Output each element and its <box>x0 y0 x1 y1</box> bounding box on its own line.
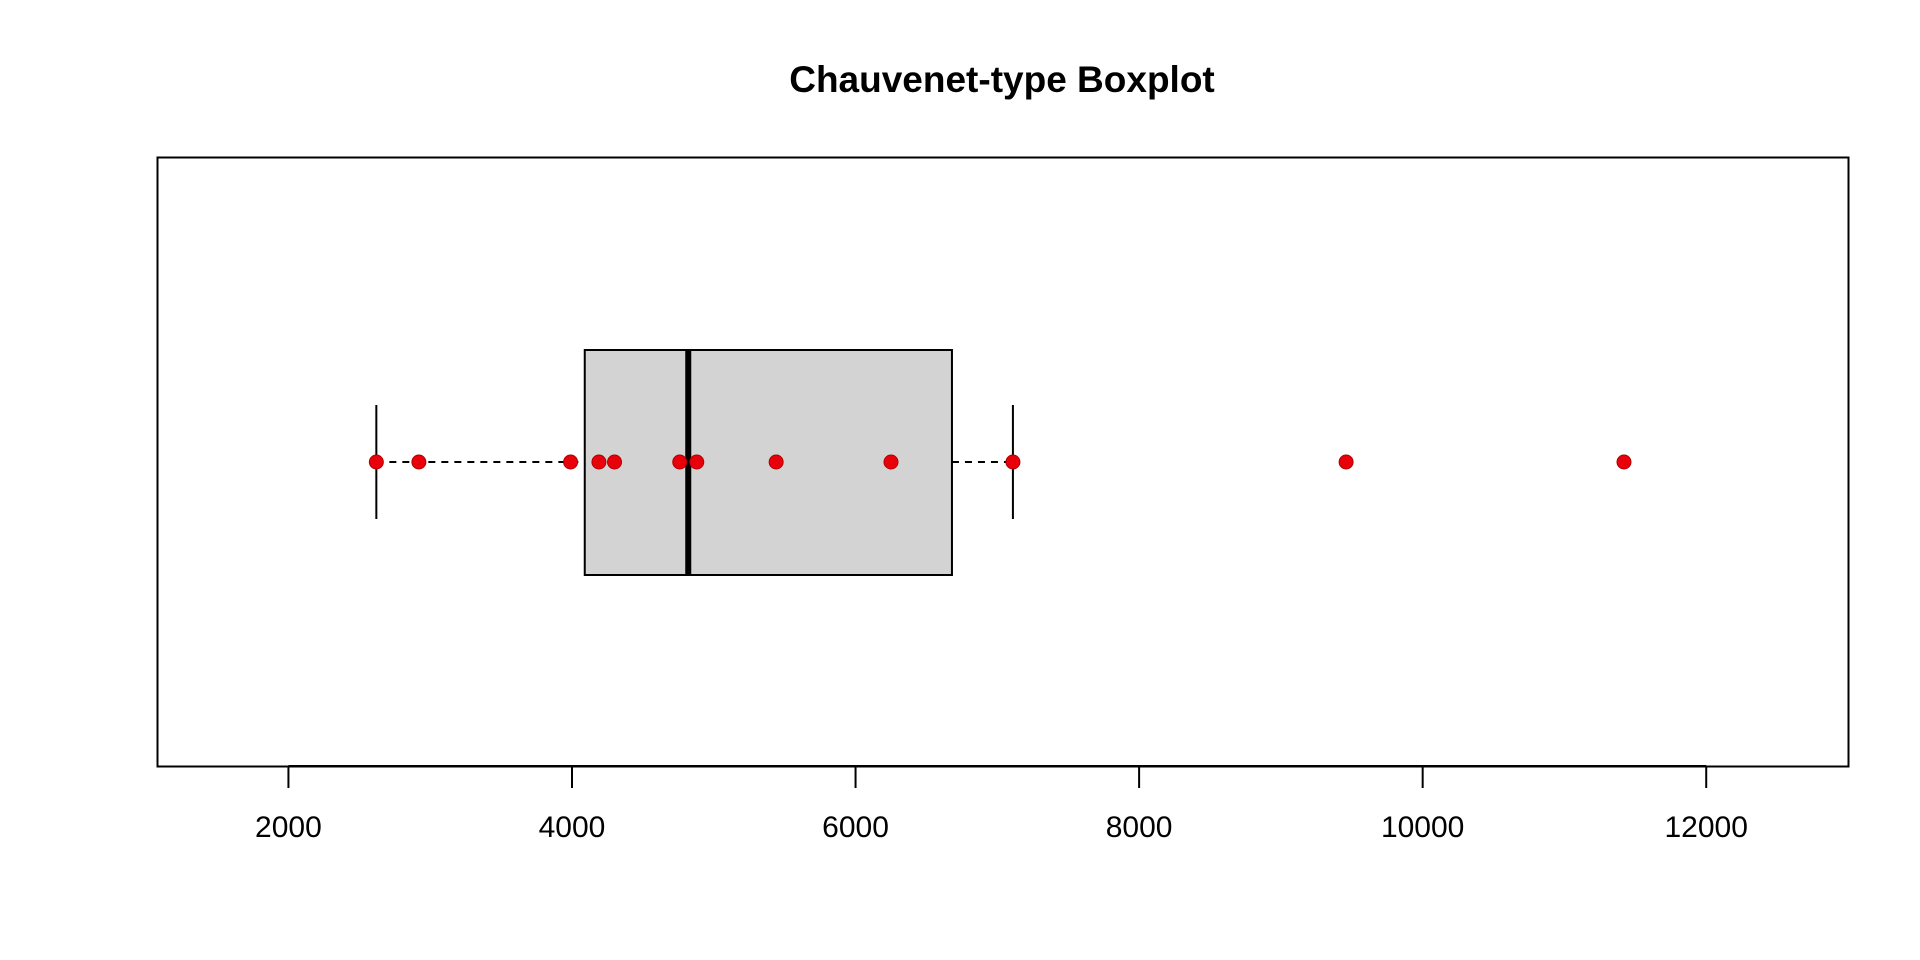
data-point <box>591 454 607 470</box>
x-tick-label: 2000 <box>255 811 322 844</box>
x-tick-label: 10000 <box>1381 811 1464 844</box>
data-point <box>607 454 623 470</box>
data-point <box>768 454 784 470</box>
x-tick-label: 4000 <box>539 811 606 844</box>
plot-frame <box>156 156 1850 768</box>
data-points <box>368 454 1632 470</box>
data-point <box>883 454 899 470</box>
data-point <box>672 454 688 470</box>
chart-title: Chauvenet-type Boxplot <box>789 59 1215 100</box>
x-tick-label: 12000 <box>1665 811 1748 844</box>
data-point <box>1005 454 1021 470</box>
data-point <box>1338 454 1354 470</box>
data-point <box>368 454 384 470</box>
data-point <box>689 454 705 470</box>
data-point <box>411 454 427 470</box>
x-axis: 2000 4000 6000 8000 10000 12000 <box>255 765 1748 844</box>
data-point <box>563 454 579 470</box>
x-tick-label: 8000 <box>1106 811 1173 844</box>
data-point <box>1616 454 1632 470</box>
x-tick-label: 6000 <box>822 811 889 844</box>
